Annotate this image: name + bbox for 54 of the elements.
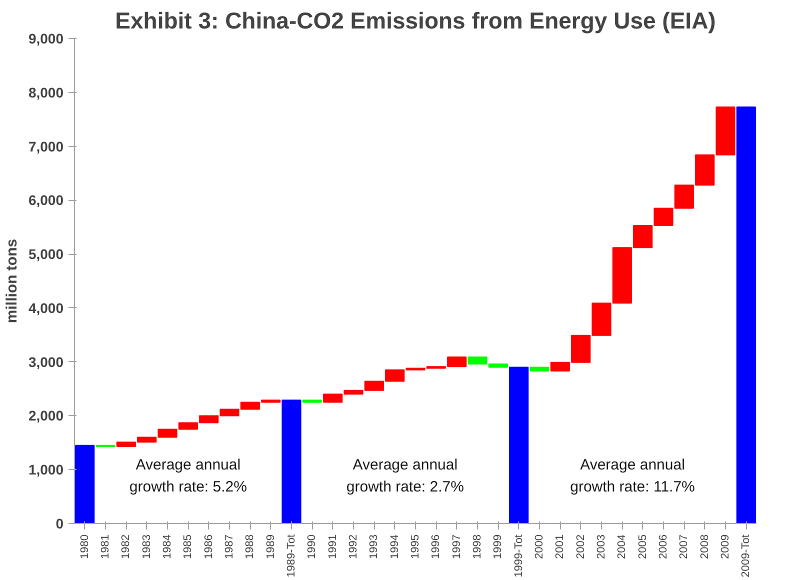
x-tick-label: 1981 — [100, 534, 112, 559]
chart-title: Exhibit 3: China-CO2 Emissions from Energy Use (EIA) — [115, 8, 716, 34]
y-tick-label: 4,000 — [28, 300, 64, 316]
x-tick-label: 1980 — [78, 534, 91, 559]
y-tick-label: 9,000 — [28, 30, 64, 46]
annotation: Average annual growth rate: 11.7% — [570, 456, 695, 496]
x-tick-label: 1999 — [492, 534, 504, 559]
bar — [282, 400, 302, 524]
annotation: Average annual growth rate: 5.2% — [129, 456, 247, 496]
x-tick-label: 2007 — [678, 534, 690, 559]
x-tick-label: 1991 — [326, 534, 339, 559]
x-tick-label: 2009 — [720, 534, 732, 559]
x-tick-label: 1985 — [182, 534, 194, 559]
bar — [736, 106, 756, 524]
bar — [302, 400, 322, 403]
bar — [75, 444, 95, 524]
x-tick-label: 1997 — [450, 534, 463, 559]
x-tick-label: 1988 — [244, 534, 256, 559]
x-tick-label: 2008 — [698, 534, 711, 559]
x-tick-label: 2000 — [534, 534, 546, 559]
y-tick-label: 8,000 — [28, 84, 64, 100]
x-tick-label: 2009-Tot — [740, 534, 752, 578]
x-tick-label: 2001 — [554, 534, 566, 559]
x-tick-label: 1993 — [368, 534, 380, 559]
x-tick-label: 1986 — [202, 534, 215, 559]
x-tick-label: 1994 — [388, 534, 401, 559]
x-tick-label: 1989 — [264, 534, 277, 559]
x-tick-label: 1992 — [348, 534, 360, 559]
annotation: Average annual growth rate: 2.7% — [346, 456, 464, 496]
y-axis-title: million tons — [3, 238, 20, 324]
x-tick-label: 2003 — [596, 534, 608, 559]
y-tick-label: 5,000 — [28, 246, 64, 262]
y-tick-label: 6,000 — [28, 192, 64, 208]
bar — [509, 366, 529, 524]
x-tick-label: 1983 — [140, 534, 153, 559]
x-tick-label: 1987 — [224, 534, 236, 559]
x-tick-label: 2002 — [574, 534, 587, 559]
y-tick-label: 7,000 — [28, 138, 64, 154]
y-tick-label: 0 — [56, 516, 64, 532]
y-tick-label: 1,000 — [28, 462, 64, 478]
x-tick-label: 1984 — [162, 534, 174, 559]
y-tick-label: 3,000 — [28, 354, 64, 370]
x-tick-label: 1990 — [306, 534, 318, 559]
x-tick-label: 1995 — [410, 534, 422, 559]
x-tick-label: 2006 — [658, 534, 670, 559]
x-tick-label: 2004 — [616, 534, 628, 559]
x-tick-label: 1989-Tot — [286, 534, 298, 578]
x-tick-label: 1998 — [472, 534, 484, 559]
x-tick-label: 1999-Tot — [512, 534, 525, 578]
x-tick-label: 1982 — [120, 534, 132, 559]
y-tick-label: 2,000 — [28, 408, 64, 424]
x-tick-label: 1996 — [430, 534, 442, 559]
bar — [530, 366, 550, 372]
x-tick-label: 2005 — [636, 534, 649, 559]
